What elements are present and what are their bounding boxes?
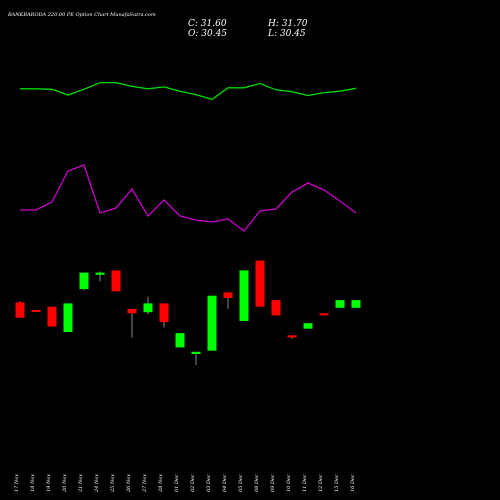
candle-body [287,335,297,338]
x-tick-label: 10 Dec [286,474,292,492]
candle-body [239,270,249,321]
candle-body [351,300,361,308]
x-tick-label: 26 Nov [126,474,132,493]
x-tick-label: 12 Dec [318,474,324,492]
x-tick-label: 18 Nov [30,474,36,492]
candle-body [127,308,137,314]
high-value: H: 31.70 [267,19,308,29]
middle-line-path [20,164,357,232]
x-tick-label: 21 Nov [78,474,84,493]
candle-body [111,270,121,292]
open-value: O: 30.45 [188,29,227,39]
x-tick-label: 04 Dec [222,474,228,492]
x-tick-label: 09 Dec [270,474,276,492]
candle-body [31,310,41,312]
x-tick-label: 20 Nov [62,474,68,493]
candle-body [47,306,57,327]
candle-body [95,272,105,275]
candle-body [175,333,185,348]
candle-body [15,302,25,318]
candle-body [223,292,233,298]
chart-title: BANKBARODA 220.00 PE Option Chart Munafa… [7,12,156,18]
candle-body [143,303,153,313]
low-value: L: 30.45 [267,29,306,39]
candle-body [191,351,201,354]
x-tick-label: 27 Nov [142,474,148,493]
candle-body [303,323,313,329]
top-line-path [20,81,357,101]
x-tick-label: 03 Dec [206,474,212,492]
candle-body [159,303,169,323]
x-axis-labels: 17 Nov 18 Nov 19 Nov 20 Nov 21 Nov 24 Nov 25 N… [14,474,356,493]
x-tick-label: 19 Nov [46,474,52,492]
x-tick-label: 28 Nov [158,474,164,493]
x-tick-label: 02 Dec [190,474,196,492]
candle-body [319,313,329,316]
x-tick-label: 16 Dec [350,474,356,492]
middle-indicator-line [20,164,357,232]
x-tick-label: 24 Nov [94,474,100,493]
x-tick-label: 15 Dec [334,474,340,492]
x-tick-label: 25 Nov [110,474,116,493]
x-tick-label: 17 Nov [14,474,20,492]
candle-body [207,295,217,351]
top-indicator-line [20,81,357,101]
candle-body [335,300,345,308]
x-tick-label: 01 Dec [174,474,180,492]
candle-body [255,260,265,307]
x-tick-label: 11 Dec [302,474,308,492]
x-tick-label: 08 Dec [254,474,260,492]
candlestick-series [15,260,361,365]
close-value: C: 31.60 [188,19,227,29]
candle-body [271,300,281,316]
candle-body [63,303,73,332]
candle-body [79,272,89,290]
x-tick-label: 05 Dec [238,474,244,492]
